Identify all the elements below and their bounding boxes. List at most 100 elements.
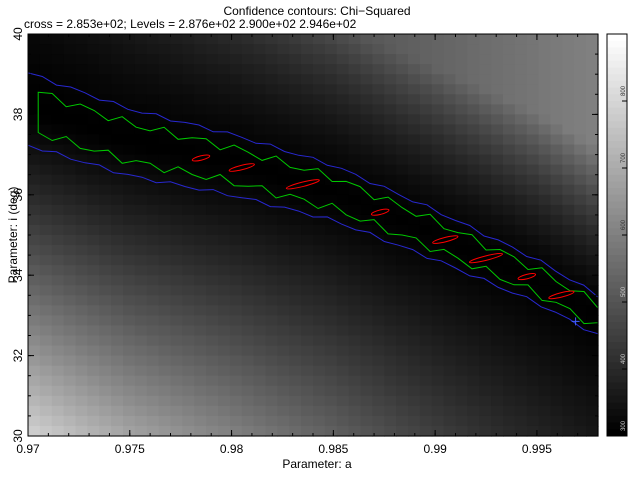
heatmap-cell <box>586 214 599 226</box>
heatmap-cell <box>526 204 540 216</box>
heatmap-cell <box>134 214 148 226</box>
heatmap-cell <box>194 345 207 357</box>
heatmap-cell <box>39 134 53 146</box>
heatmap-cell <box>384 44 397 55</box>
heatmap-cell <box>301 44 314 55</box>
heatmap-cell <box>28 144 41 156</box>
heatmap-cell <box>39 355 53 367</box>
heatmap-cell <box>443 64 457 75</box>
heatmap-cell <box>408 285 421 296</box>
heatmap-cell <box>123 315 136 327</box>
contour-level-1 <box>468 252 504 264</box>
heatmap-cell <box>455 54 468 65</box>
heatmap-cell <box>182 134 195 146</box>
colorbar-swatch <box>607 362 627 370</box>
heatmap-cell <box>253 184 267 196</box>
heatmap-cell <box>63 325 77 337</box>
heatmap-cell <box>526 134 540 146</box>
colorbar-swatch <box>607 214 627 223</box>
heatmap-cell <box>550 34 563 45</box>
heatmap-cell <box>194 34 207 45</box>
heatmap-cell <box>182 405 195 417</box>
heatmap-cell <box>111 365 124 377</box>
heatmap-cell <box>419 54 433 65</box>
heatmap-cell <box>241 345 255 357</box>
heatmap-cell <box>431 315 445 327</box>
heatmap-cell <box>289 275 302 286</box>
heatmap-cell <box>253 144 267 156</box>
heatmap-cell <box>301 74 314 85</box>
heatmap-cell <box>301 255 314 266</box>
heatmap-cell <box>289 214 302 226</box>
heatmap-cell <box>574 134 587 146</box>
heatmap-cell <box>408 164 421 176</box>
heatmap-cell <box>253 154 267 166</box>
heatmap-cell <box>408 295 421 306</box>
heatmap-cell <box>301 94 314 105</box>
heatmap-cell <box>301 305 314 316</box>
heatmap-cell <box>503 275 516 286</box>
heatmap-cell <box>431 74 445 85</box>
heatmap-cell <box>491 395 504 407</box>
heatmap-cell <box>455 44 468 55</box>
heatmap-cell <box>253 235 267 246</box>
heatmap-cell <box>419 315 433 327</box>
heatmap-cell <box>538 235 552 246</box>
heatmap-cell <box>75 305 88 316</box>
heatmap-cell <box>431 144 445 156</box>
heatmap-cell <box>229 174 243 186</box>
heatmap-cell <box>574 124 587 136</box>
heatmap-cell <box>194 164 207 176</box>
heatmap-cell <box>301 104 314 115</box>
heatmap-cell <box>301 345 314 357</box>
heatmap-cell <box>348 174 362 186</box>
heatmap-cell <box>134 184 148 196</box>
heatmap-cell <box>550 164 563 176</box>
heatmap-cell <box>206 365 219 377</box>
heatmap-cell <box>408 84 421 95</box>
heatmap-cell <box>550 214 563 226</box>
heatmap-cell <box>123 245 136 256</box>
heatmap-cell <box>99 164 112 176</box>
heatmap-cell <box>277 204 290 216</box>
heatmap-cell <box>491 385 504 397</box>
heatmap-cell <box>87 214 100 226</box>
heatmap-cell <box>99 204 112 216</box>
heatmap-cell <box>301 114 314 126</box>
heatmap-cell <box>158 204 172 216</box>
heatmap-cell <box>479 295 492 306</box>
heatmap-cell <box>586 94 599 105</box>
heatmap-cell <box>75 184 88 196</box>
heatmap-cell <box>419 34 433 45</box>
heatmap-cell <box>277 385 290 397</box>
heatmap-cell <box>408 174 421 186</box>
heatmap-cell <box>265 375 278 387</box>
heatmap-cell <box>253 124 267 136</box>
heatmap-cell <box>503 84 516 95</box>
heatmap-cell <box>574 214 587 226</box>
heatmap-cell <box>51 345 65 357</box>
heatmap-cell <box>218 124 231 136</box>
heatmap-cell <box>28 84 41 95</box>
heatmap-cell <box>111 44 124 55</box>
heatmap-cell <box>39 214 53 226</box>
heatmap-cell <box>170 64 183 75</box>
heatmap-cell <box>111 184 124 196</box>
heatmap-cell <box>241 124 255 136</box>
heatmap-cell <box>479 204 492 216</box>
heatmap-cell <box>301 124 314 136</box>
heatmap-cell <box>479 114 492 126</box>
heatmap-cell <box>408 104 421 115</box>
heatmap-cell <box>562 345 575 357</box>
colorbar-swatch <box>607 154 627 162</box>
heatmap-cell <box>170 54 183 65</box>
heatmap-cell <box>408 355 421 367</box>
heatmap-cell <box>99 375 112 387</box>
heatmap-cell <box>419 325 433 337</box>
heatmap-cell <box>419 385 433 397</box>
heatmap-cell <box>289 245 302 256</box>
heatmap-cell <box>134 345 148 357</box>
heatmap-cell <box>170 265 183 276</box>
heatmap-cell <box>111 144 124 156</box>
